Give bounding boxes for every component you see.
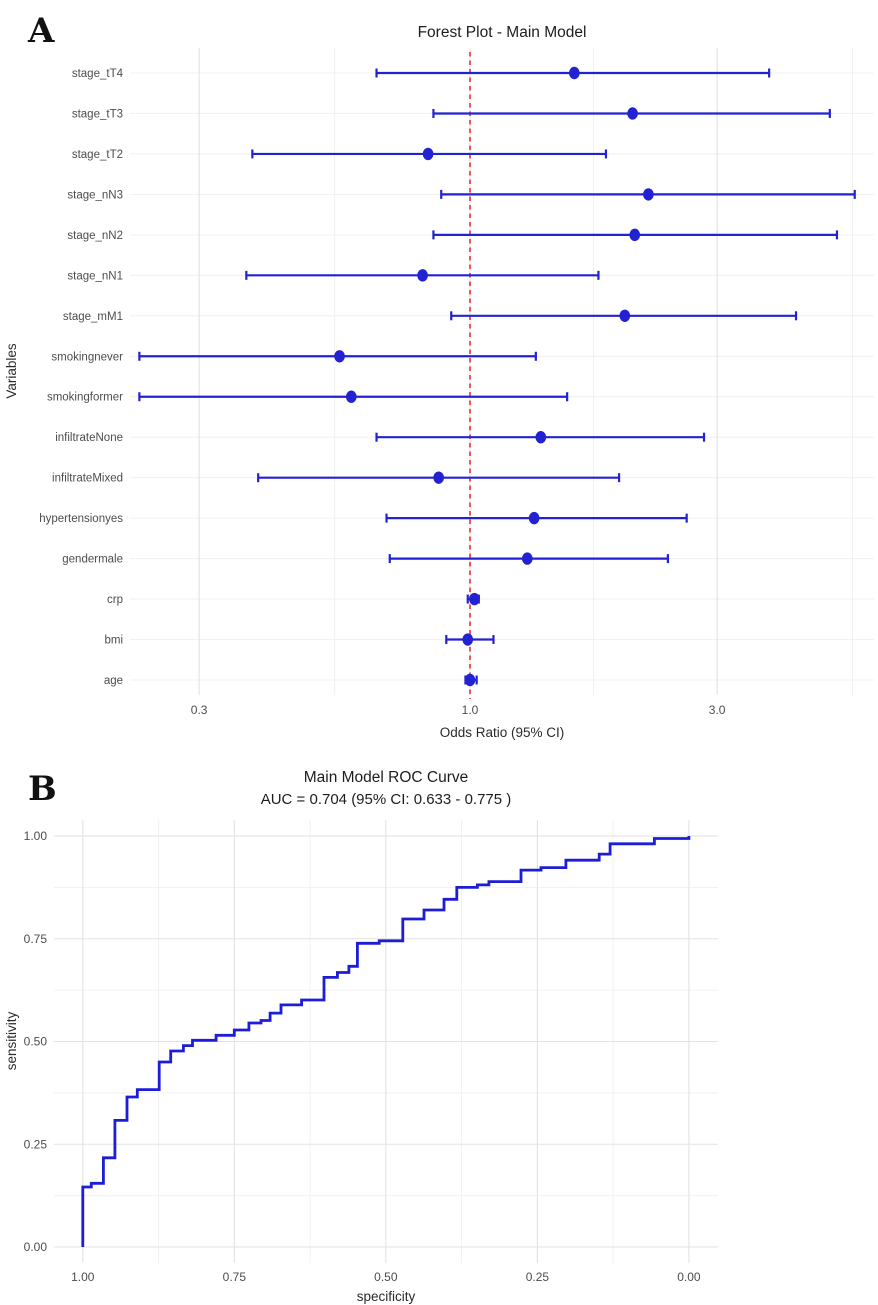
forest-y-axis-title: Variables	[4, 343, 19, 399]
or-point	[619, 309, 631, 323]
or-point	[629, 228, 641, 242]
roc-y-axis-title: sensitivity	[4, 1011, 19, 1070]
forest-row	[375, 431, 706, 444]
roc-step-line	[81, 836, 691, 1247]
row-label: stage_tT3	[72, 108, 123, 120]
forest-row	[388, 552, 669, 565]
or-point	[334, 350, 345, 363]
or-point	[433, 471, 444, 484]
y-tick-label: 0.50	[24, 1035, 48, 1049]
row-label: smokingformer	[47, 392, 123, 404]
row-label: bmi	[104, 635, 123, 647]
forest-row	[432, 107, 831, 120]
x-tick-label: 3.0	[709, 703, 726, 717]
row-label: stage_mM1	[63, 311, 123, 323]
forest-row	[375, 66, 771, 80]
y-tick-label: 0.00	[24, 1240, 48, 1254]
forest-row-labels: stage_tT4 stage_tT3 stage_tT2 stage_nN3stag…	[39, 68, 123, 687]
or-point	[346, 390, 357, 403]
roc-curve-svg: 1.00 0.75 0.50 0.25 0.00 0.000.250.500.751.0…	[4, 769, 718, 1304]
or-point	[627, 107, 638, 120]
y-tick-label: 0.75	[24, 932, 48, 946]
forest-row	[432, 228, 839, 242]
forest-row	[385, 511, 688, 525]
y-tick-label: 1.00	[24, 829, 48, 843]
forest-row	[251, 147, 608, 161]
forest-row	[257, 471, 621, 484]
y-tick-label: 0.25	[24, 1137, 48, 1151]
forest-row	[464, 673, 478, 687]
or-point	[528, 511, 540, 525]
x-tick-label: 0.3	[191, 703, 208, 717]
row-label: infiltrateNone	[55, 432, 123, 444]
x-tick-label: 0.00	[677, 1270, 701, 1284]
row-label: smokingnever	[51, 351, 123, 363]
forest-gridlines	[130, 48, 874, 695]
or-point	[469, 592, 480, 606]
roc-subtitle: AUC = 0.704 (95% CI: 0.633 - 0.775 )	[261, 791, 512, 808]
roc-curve-line	[81, 836, 691, 1247]
panel-a-label: A	[27, 11, 55, 51]
or-point	[422, 147, 434, 161]
forest-x-axis-title: Odds Ratio (95% CI)	[440, 725, 565, 740]
or-point	[535, 431, 547, 444]
forest-x-tick-labels: 0.3 1.0 3.0	[191, 703, 726, 717]
row-label: gendermale	[62, 554, 123, 566]
forest-row	[445, 633, 495, 646]
row-label: crp	[107, 594, 123, 606]
roc-x-axis-title: specificity	[357, 1289, 416, 1304]
forest-row	[138, 390, 569, 403]
roc-x-tick-labels: 1.00 0.75 0.50 0.25 0.00	[71, 1270, 701, 1284]
forest-title: Forest Plot - Main Model	[418, 24, 587, 41]
forest-row	[450, 309, 798, 323]
roc-y-tick-labels: 0.00 0.25 0.50 0.75 1.00	[24, 829, 48, 1254]
row-label: stage_nN1	[67, 270, 123, 282]
roc-title: Main Model ROC Curve	[304, 769, 469, 786]
forest-row	[466, 592, 480, 606]
forest-data	[138, 66, 856, 687]
row-label: age	[104, 675, 123, 687]
x-tick-label: 0.25	[526, 1270, 550, 1284]
or-point	[521, 552, 533, 565]
row-label: stage_tT4	[72, 68, 124, 80]
or-point	[569, 66, 580, 80]
or-point	[462, 633, 474, 646]
x-tick-label: 0.50	[374, 1270, 398, 1284]
x-tick-label: 0.75	[223, 1270, 247, 1284]
row-label: hypertensionyes	[39, 513, 123, 525]
row-label: stage_nN2	[67, 230, 123, 242]
x-tick-label: 1.0	[462, 703, 479, 717]
forest-row	[245, 269, 600, 282]
roc-gridlines	[54, 820, 718, 1263]
or-point	[464, 673, 476, 687]
row-label: stage_tT2	[72, 149, 123, 161]
forest-row	[440, 188, 856, 201]
or-point	[643, 188, 654, 201]
row-label: infiltrateMixed	[52, 473, 123, 485]
x-tick-label: 1.00	[71, 1270, 95, 1284]
panel-b-label: B	[28, 769, 57, 809]
forest-plot-svg: stage_tT4 stage_tT3 stage_tT2 stage_nN3stag…	[4, 11, 874, 740]
row-label: stage_nN3	[67, 189, 123, 201]
or-point	[417, 269, 428, 282]
forest-row	[138, 350, 537, 363]
